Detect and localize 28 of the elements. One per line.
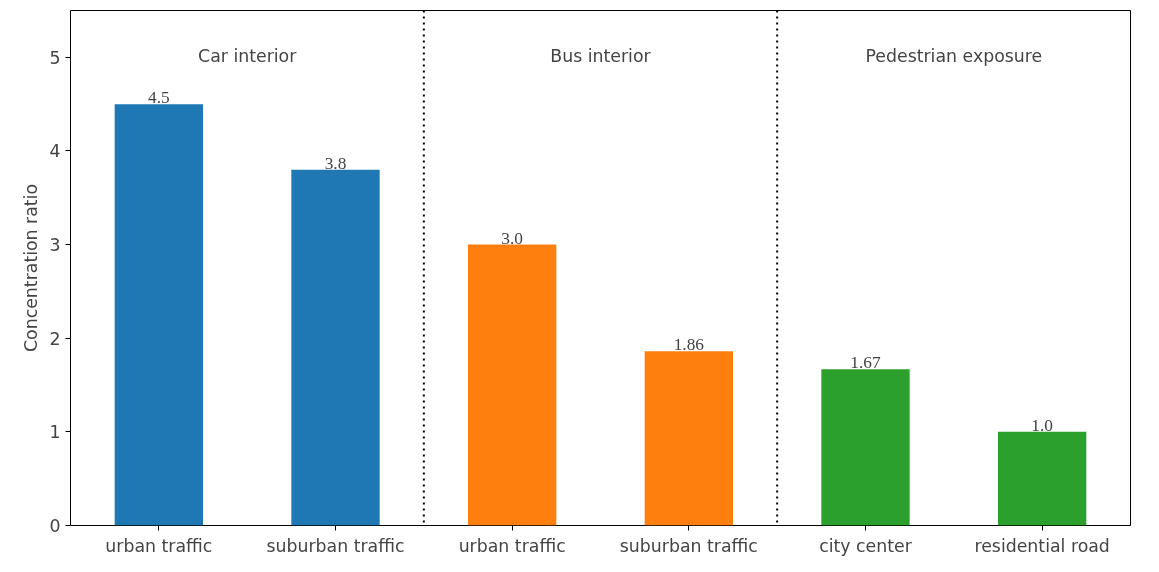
x-tick-label: city center (819, 535, 913, 556)
y-tick-label: 0 (49, 516, 61, 536)
data-label: 3.8 (324, 153, 347, 173)
data-label: 3.0 (501, 228, 524, 248)
data-label: 1.86 (673, 335, 705, 355)
x-tick-label: urban traffic (105, 535, 213, 556)
x-tick-label: suburban traffic (266, 535, 405, 556)
y-tick-label: 4 (49, 141, 61, 162)
data-label: 1.67 (850, 353, 881, 373)
x-tick-label: urban traffic (458, 535, 566, 556)
data-label: 1.0 (1031, 415, 1054, 435)
y-tick-label: 3 (49, 235, 61, 256)
x-tick-label: suburban traffic (619, 535, 758, 556)
y-tick-label: 1 (49, 422, 61, 443)
bar (998, 431, 1087, 526)
bar (291, 169, 380, 526)
bar (821, 369, 910, 526)
x-tick-label: residential road (974, 535, 1110, 556)
y-tick-label: 5 (49, 47, 61, 68)
y-axis-title: Concentration ratio (21, 183, 42, 353)
annotation: Pedestrian exposure (865, 45, 1043, 66)
y-tick-label: 2 (49, 328, 61, 349)
bar (468, 244, 557, 526)
annotation: Bus interior (550, 45, 652, 66)
annotation: Car interior (198, 45, 298, 66)
bar (644, 351, 733, 526)
bar (114, 104, 203, 526)
data-label: 4.5 (148, 88, 170, 108)
